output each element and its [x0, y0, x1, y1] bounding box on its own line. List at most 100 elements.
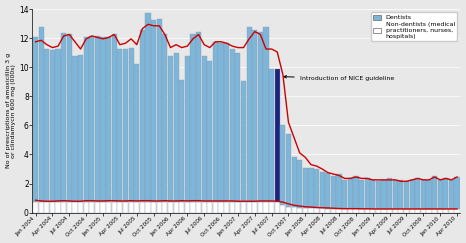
Bar — [252, 202, 257, 213]
Bar — [443, 178, 448, 209]
Bar — [61, 202, 66, 213]
Bar — [213, 42, 218, 202]
Bar — [33, 37, 38, 202]
Bar — [39, 27, 44, 202]
Bar — [112, 202, 117, 213]
Bar — [224, 202, 229, 213]
Bar — [387, 209, 392, 213]
Bar — [213, 202, 218, 213]
Bar — [247, 27, 252, 202]
Bar — [263, 202, 268, 213]
Bar — [393, 180, 398, 209]
Bar — [280, 205, 286, 213]
Bar — [39, 202, 44, 213]
Bar — [454, 177, 459, 209]
Bar — [393, 209, 398, 213]
Bar — [348, 178, 353, 209]
Bar — [342, 180, 347, 209]
Bar — [241, 81, 246, 202]
Bar — [382, 209, 387, 213]
Bar — [202, 56, 207, 202]
Bar — [415, 178, 420, 209]
Bar — [370, 180, 376, 209]
Bar — [191, 202, 196, 213]
Bar — [303, 208, 308, 213]
Bar — [426, 180, 432, 209]
Bar — [95, 202, 100, 213]
Bar — [308, 208, 314, 213]
Bar — [274, 69, 280, 202]
Bar — [50, 51, 55, 202]
Bar — [83, 37, 89, 202]
Bar — [269, 69, 274, 202]
Bar — [78, 202, 83, 213]
Bar — [297, 208, 302, 213]
Bar — [364, 209, 370, 213]
Bar — [387, 178, 392, 209]
Bar — [398, 180, 404, 209]
Bar — [106, 37, 111, 202]
Bar — [50, 202, 55, 213]
Bar — [145, 13, 151, 202]
Bar — [348, 209, 353, 213]
Bar — [449, 209, 454, 213]
Bar — [325, 209, 330, 213]
Bar — [410, 180, 415, 209]
Bar — [314, 169, 319, 208]
Bar — [219, 43, 224, 202]
Bar — [286, 207, 291, 213]
Bar — [438, 209, 443, 213]
Bar — [179, 79, 184, 202]
Bar — [162, 35, 167, 202]
Bar — [274, 202, 280, 213]
Bar — [359, 209, 364, 213]
Bar — [297, 160, 302, 208]
Bar — [359, 180, 364, 209]
Bar — [432, 175, 437, 209]
Bar — [140, 202, 145, 213]
Bar — [280, 125, 286, 205]
Bar — [129, 202, 134, 213]
Bar — [376, 209, 381, 213]
Bar — [353, 175, 358, 209]
Bar — [258, 202, 263, 213]
Bar — [140, 30, 145, 202]
Bar — [432, 209, 437, 213]
Bar — [78, 55, 83, 202]
Bar — [134, 202, 139, 213]
Bar — [67, 202, 72, 213]
Bar — [224, 43, 229, 202]
Bar — [44, 202, 49, 213]
Bar — [331, 209, 336, 213]
Bar — [33, 202, 38, 213]
Bar — [382, 180, 387, 209]
Bar — [123, 49, 128, 202]
Bar — [202, 202, 207, 213]
Bar — [55, 202, 61, 213]
Bar — [101, 37, 106, 202]
Bar — [67, 35, 72, 202]
Bar — [421, 209, 426, 213]
Bar — [331, 175, 336, 209]
Bar — [173, 202, 178, 213]
Bar — [241, 202, 246, 213]
Bar — [449, 180, 454, 209]
Bar — [219, 202, 224, 213]
Bar — [95, 36, 100, 202]
Bar — [168, 56, 173, 202]
Bar — [151, 20, 156, 202]
Bar — [325, 173, 330, 209]
Bar — [55, 49, 61, 202]
Bar — [151, 202, 156, 213]
Text: Introduction of NICE guideline: Introduction of NICE guideline — [284, 76, 394, 81]
Bar — [61, 33, 66, 202]
Bar — [398, 209, 404, 213]
Bar — [438, 180, 443, 209]
Bar — [364, 178, 370, 209]
Bar — [83, 202, 89, 213]
Bar — [269, 202, 274, 213]
Bar — [179, 202, 184, 213]
Bar — [134, 64, 139, 202]
Bar — [185, 56, 190, 202]
Bar — [426, 209, 432, 213]
